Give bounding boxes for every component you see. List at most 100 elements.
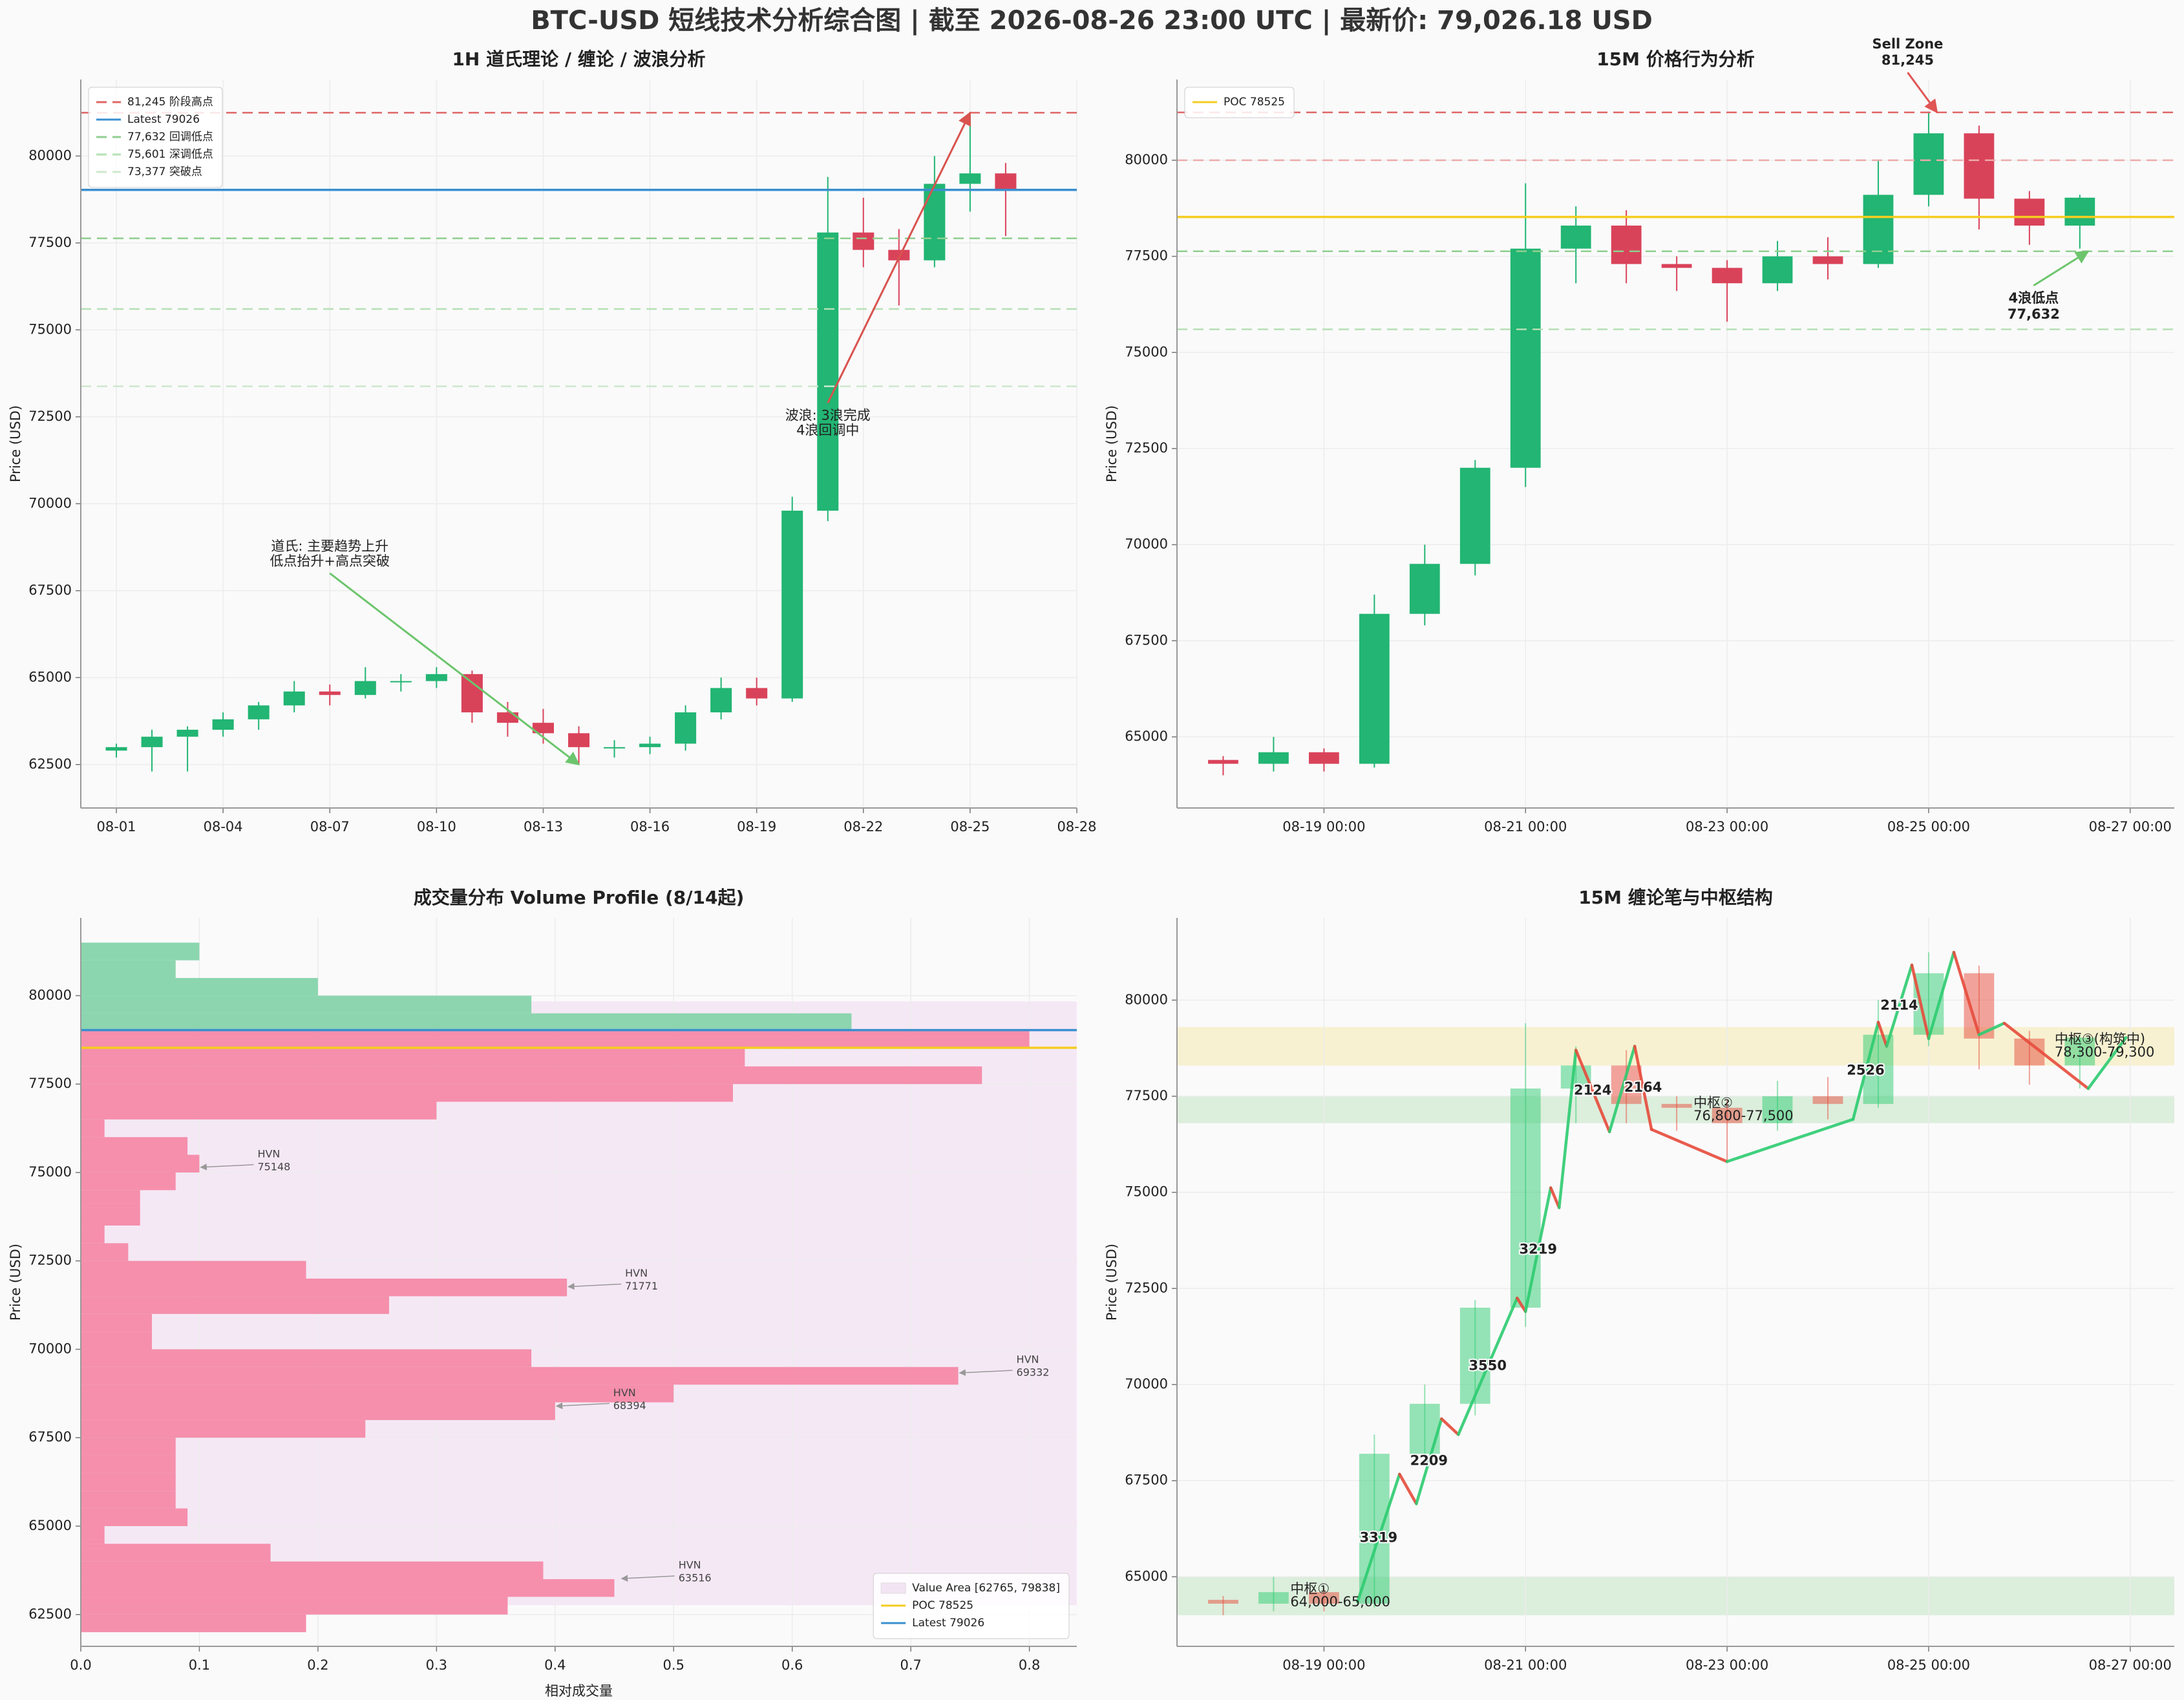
panel-title: 15M 价格行为分析 [1596,48,1755,70]
x-tick-label: 08-04 [204,819,243,834]
legend-label: POC 78525 [1224,96,1285,109]
volume-bar [81,1614,306,1633]
x-tick-label: 08-25 [950,819,990,834]
volume-bar [81,1137,188,1155]
volume-bar [81,1190,140,1208]
zone-label: 中枢① [1290,1581,1330,1597]
panel-title: 成交量分布 Volume Profile (8/14起) [414,887,745,908]
candle-body [496,712,518,723]
candle-body [1359,613,1390,764]
zone [1177,1577,2174,1615]
candle-body [1208,760,1238,764]
legend-swatch [880,1582,906,1594]
legend-label: 73,377 突破点 [127,165,202,178]
annotation-text: Sell Zone [1872,36,1943,52]
candle-body [1863,1034,1894,1104]
volume-bar [81,1508,188,1526]
legend-box [88,87,223,188]
y-tick-label: 72500 [1125,1280,1168,1295]
volume-bar [81,978,318,996]
panel-title: 1H 道氏理论 / 缠论 / 波浪分析 [452,48,705,70]
candle-body [853,232,875,250]
volume-bar [81,1048,745,1067]
bi-stroke [1952,950,1981,1037]
y-tick-label: 72500 [28,409,72,424]
bi-stroke [1549,1186,1561,1209]
volume-bar [81,1101,437,1120]
x-tick-label: 0.3 [426,1657,447,1673]
x-tick-label: 08-23 00:00 [1686,819,1768,834]
y-tick-label: 80000 [28,147,72,163]
bi-stroke [1440,1417,1460,1436]
volume-bar [81,995,532,1014]
y-tick-label: 77500 [28,1076,72,1091]
y-tick-label: 72500 [1125,440,1168,456]
bi-stroke [1356,1472,1401,1604]
annotation-arrow [2033,250,2090,287]
y-tick-label: 75000 [1125,1184,1168,1200]
bi-label: 3319 [1360,1529,1397,1545]
candle-body [1560,225,1591,249]
candle-body [532,723,554,734]
y-tick-label: 75000 [1125,344,1168,359]
zone-range: 78,300-79,300 [2055,1045,2155,1060]
hvn-price: 71771 [625,1280,658,1292]
hvn-price: 69332 [1017,1366,1050,1378]
bi-label: 2209 [1410,1453,1448,1469]
x-tick-label: 08-23 00:00 [1686,1657,1768,1673]
y-tick-label: 67500 [28,582,72,598]
hvn-label: HVN [1017,1353,1039,1365]
candle-body [1459,467,1490,564]
bi-stroke [1523,1186,1553,1313]
candle-body [746,688,768,699]
candle-body [1712,268,1743,284]
volume-bar [81,1525,105,1544]
volume-bar [81,1402,555,1420]
volume-bar [81,1366,959,1385]
x-tick-label: 0.4 [544,1657,566,1673]
bi-label: 2164 [1624,1079,1662,1095]
volume-bar [81,1243,129,1261]
bi-stroke [1725,1118,1855,1163]
y-tick-label: 77500 [1125,248,1168,264]
y-tick-label: 70000 [28,1341,72,1356]
y-tick-label: 65000 [28,1518,72,1533]
y-tick-label: 65000 [1125,728,1168,744]
x-tick-label: 08-27 00:00 [2089,819,2172,834]
annotation-text: 4浪低点 [2009,290,2059,306]
legend-label: Latest 79026 [912,1617,984,1630]
zone [1177,1096,2174,1123]
legend-label: 75,601 深调低点 [127,148,213,161]
hvn-arrow [620,1575,675,1582]
bi-stroke [1851,1021,1880,1121]
volume-bar [81,1455,176,1473]
legend: Value Area [62765, 79838] POC 78525 Latest… [873,1573,1070,1639]
bi-stroke [2086,1036,2128,1090]
y-tick-label: 70000 [28,495,72,511]
candle-body [283,691,305,706]
candle-body [1409,564,1440,614]
bi-stroke [1457,1296,1519,1436]
zone-range: 76,800-77,500 [1693,1108,1794,1123]
legend-box [873,1573,1070,1639]
volume-bar [81,1207,140,1226]
candle-body [1863,195,1894,264]
volume-bar [81,1491,176,1509]
y-tick-label: 62500 [28,1606,72,1622]
zone-range: 64,000-65,000 [1290,1594,1390,1610]
candle-body [1459,1308,1490,1404]
y-tick-label: 62500 [28,756,72,772]
legend-label: Latest 79026 [127,113,200,126]
volume-bar [81,1472,176,1491]
x-tick-label: 08-19 00:00 [1282,1657,1365,1673]
volume-bar [81,1119,105,1138]
y-tick-label: 77500 [1125,1088,1168,1103]
candle-body [1208,1600,1238,1604]
bi-stroke [1398,1472,1418,1505]
bi-stroke [1876,1021,1889,1048]
zone [1177,1026,2174,1066]
volume-bar [81,1154,200,1173]
y-tick-label: 80000 [28,987,72,1003]
candle-body [959,173,981,184]
candle-body [105,747,127,751]
